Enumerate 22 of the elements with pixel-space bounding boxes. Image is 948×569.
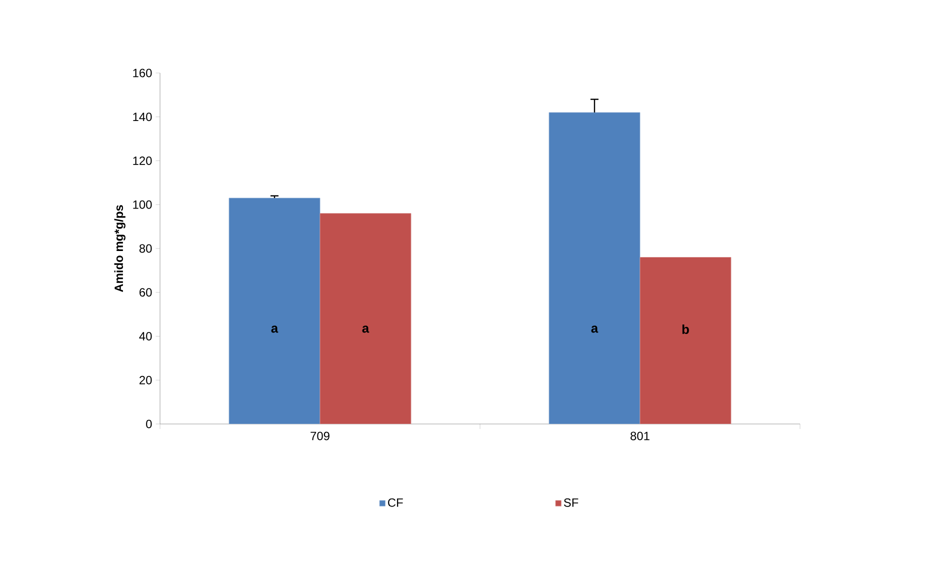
y-tick-label: 160 [133,68,152,78]
y-tick-label: 60 [140,288,152,297]
y-axis-title: Amido mg*g/ps [114,205,126,292]
bar [640,257,732,424]
y-tick-label: 140 [133,112,152,122]
legend-label: CF [388,498,403,507]
y-tick-label: 20 [140,376,152,384]
y-tick-label: 100 [133,200,152,209]
data-label: a [591,326,598,333]
bar [320,213,412,424]
y-tick-label: 0 [146,420,152,428]
bar [548,112,640,424]
legend-label: SF [564,498,578,507]
y-tick-label: 40 [139,332,152,340]
x-tick-label: 709 [310,432,330,440]
data-label: b [682,324,689,334]
y-tick-label: 120 [133,156,152,165]
y-tick-label: 80 [139,244,152,253]
x-tick-label: 801 [630,432,650,440]
data-label: a [362,326,370,333]
bar [228,198,320,424]
data-label: a [271,326,278,333]
